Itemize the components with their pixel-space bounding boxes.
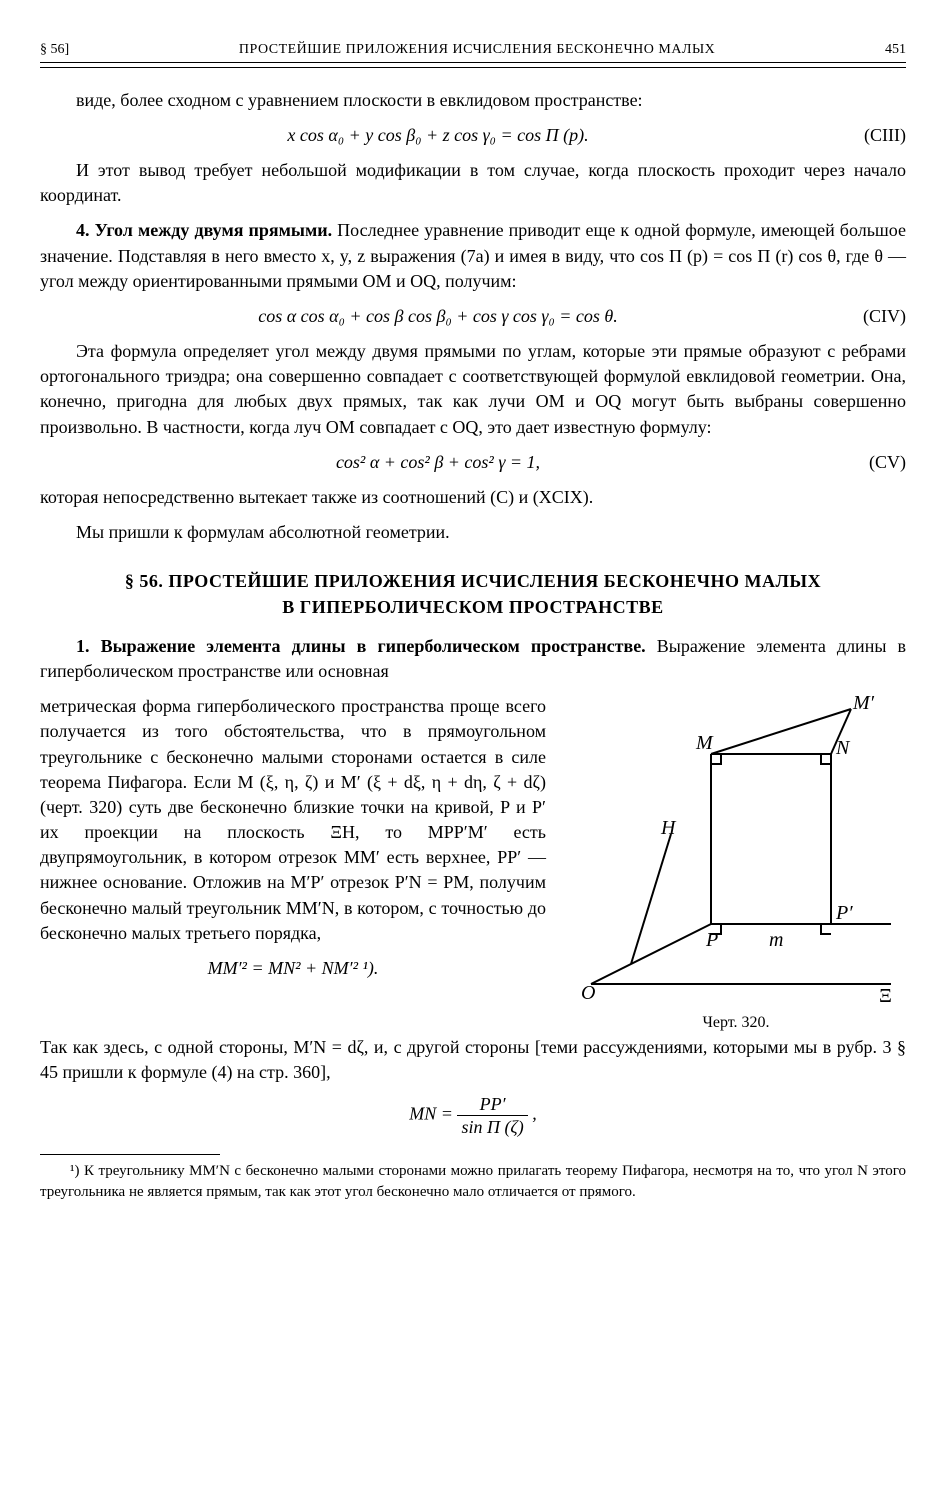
paragraph: метрическая форма гиперболического прост… (40, 694, 546, 946)
eq-lhs: MN = (409, 1104, 453, 1124)
fig-label-m: m (769, 929, 783, 951)
equation-label: (CIII) (836, 123, 906, 148)
fraction-num: PP′ (457, 1095, 527, 1116)
paragraph: И этот вывод требует небольшой модификац… (40, 158, 906, 208)
paragraph: Мы пришли к формулам абсолютной геометри… (40, 520, 906, 545)
figure-caption: Черт. 320. (566, 1012, 906, 1034)
footnote-marker: ¹) (70, 1163, 80, 1179)
fig-label-H: H (660, 817, 677, 839)
fraction: PP′ sin Π (ζ) (457, 1095, 527, 1136)
subsection-lead: 1. Выражение элемента длины в гиперболич… (76, 636, 646, 656)
fig-label-M: M (695, 732, 714, 754)
equation-cv: cos² α + cos² β + cos² γ = 1, (CV) (40, 450, 906, 475)
footnote: ¹) К треугольнику MM′N с бесконечно малы… (40, 1161, 906, 1203)
fig-label-Pp: P′ (835, 902, 853, 924)
equation-expr: cos α cos α₀ + cos β cos β₀ + cos γ cos … (40, 304, 836, 329)
equation-mn: MN = PP′ sin Π (ζ) , (40, 1095, 906, 1136)
fig-label-Mp: M′ (852, 694, 875, 714)
section-title: § 56. ПРОСТЕЙШИЕ ПРИЛОЖЕНИЯ ИСЧИСЛЕНИЯ Б… (40, 569, 906, 619)
paragraph: 1. Выражение элемента длины в гиперболич… (40, 634, 906, 684)
subsection-lead: 4. Угол между двумя прямыми. (76, 220, 332, 240)
paragraph: Эта формула определяет угол между двумя … (40, 339, 906, 440)
equation-expr: cos² α + cos² β + cos² γ = 1, (40, 450, 836, 475)
fig-label-P: P (705, 929, 718, 951)
fraction-den: sin Π (ζ) (457, 1116, 527, 1136)
fig-label-O: O (581, 982, 595, 1004)
paragraph: 4. Угол между двумя прямыми. Последнее у… (40, 218, 906, 294)
header-rule (40, 67, 906, 68)
equation-civ: cos α cos α₀ + cos β cos β₀ + cos γ cos … (40, 304, 906, 329)
paragraph: Так как здесь, с одной стороны, M′N = dζ… (40, 1035, 906, 1085)
running-header: § 56] ПРОСТЕЙШИЕ ПРИЛОЖЕНИЯ ИСЧИСЛЕНИЯ Б… (40, 40, 906, 63)
header-section-ref: § 56] (40, 40, 69, 60)
equation-expr: x cos α₀ + y cos β₀ + z cos γ₀ = cos Π (… (40, 123, 836, 148)
equation-expr: MM′² = MN² + NM′² ¹). (40, 956, 546, 981)
footnote-rule (40, 1154, 220, 1155)
fig-label-N: N (835, 737, 851, 759)
section-title-line2: В ГИПЕРБОЛИЧЕСКОМ ПРОСТРАНСТВЕ (40, 595, 906, 620)
equation-mm: MM′² = MN² + NM′² ¹). (40, 956, 546, 981)
section-title-line1: § 56. ПРОСТЕЙШИЕ ПРИЛОЖЕНИЯ ИСЧИСЛЕНИЯ Б… (40, 569, 906, 594)
figure-320: O H M M′ N P P′ m Ξ (571, 694, 901, 1004)
fig-label-Xi: Ξ (879, 985, 892, 1004)
eq-tail: , (532, 1104, 537, 1124)
equation-label: (CV) (836, 450, 906, 475)
paragraph: которая непосредственно вытекает также и… (40, 485, 906, 510)
paragraph: виде, более сходном с уравнением плоскос… (40, 88, 906, 113)
header-running-title: ПРОСТЕЙШИЕ ПРИЛОЖЕНИЯ ИСЧИСЛЕНИЯ БЕСКОНЕ… (69, 40, 885, 60)
footnote-text: К треугольнику MM′N с бесконечно малыми … (40, 1163, 906, 1200)
equation-expr: MN = PP′ sin Π (ζ) , (40, 1095, 906, 1136)
equation-label: (CIV) (836, 304, 906, 329)
header-page-number: 451 (885, 40, 906, 60)
equation-ciii: x cos α₀ + y cos β₀ + z cos γ₀ = cos Π (… (40, 123, 906, 148)
